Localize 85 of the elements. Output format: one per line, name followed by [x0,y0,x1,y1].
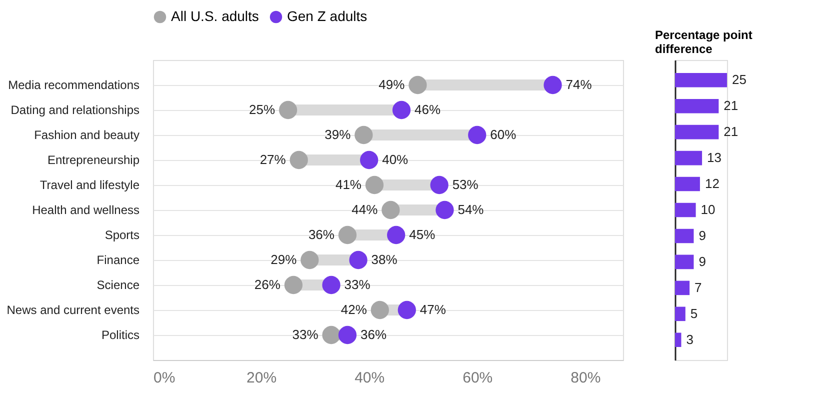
data-label: 29% [270,252,298,267]
data-label: 46% [414,102,441,117]
data-label: 33% [344,277,371,292]
data-label: 36% [360,327,387,342]
y-tick-label: Media recommendations [8,78,140,92]
point [544,76,562,94]
x-tick-label: 40% [354,370,385,386]
y-tick-label: Science [96,278,140,292]
data-label: 21 [724,98,738,114]
point [284,276,303,294]
bar [675,228,694,244]
point [468,126,486,144]
bar [675,306,686,322]
y-tick-label: News and current events [6,303,140,317]
data-label: 40% [382,152,409,167]
data-label: 53% [452,177,479,192]
bar [675,72,727,88]
data-label: 25% [249,102,276,117]
point [365,176,384,194]
data-label: 74% [566,77,592,92]
point [430,176,448,194]
point [436,200,454,220]
data-label: 42% [340,302,368,317]
point [398,300,416,320]
y-tick-label: Fashion and beauty [34,128,140,142]
bar [675,150,702,166]
x-tick-label: 80% [570,370,601,386]
data-label: 47% [420,302,446,317]
data-label: 12 [704,176,720,192]
y-tick-label: Politics [101,328,140,342]
bar [675,202,696,218]
data-label: 45% [409,227,436,242]
point [392,100,411,120]
bar [675,280,690,296]
data-label: 49% [378,77,406,92]
point [360,150,378,170]
y-tick-label: Sports [104,228,140,242]
y-tick-label: Entrepreneurship [47,153,140,167]
point [382,200,400,220]
data-label: 26% [254,277,281,292]
y-tick-label: Travel and lifestyle [40,178,140,192]
data-label: 9 [698,254,706,269]
point [290,150,308,170]
x-tick-label: 60% [462,370,493,386]
data-label: 3 [686,332,694,347]
point [338,226,357,244]
data-label: 13 [707,150,722,166]
y-tick-label: Dating and relationships [10,103,140,117]
y-tick-label: Health and wellness [32,203,140,217]
point [370,300,389,320]
legend-label: Gen Z adults [287,8,368,24]
data-label: 39% [324,127,352,142]
point [338,326,357,344]
x-tick-label: 20% [246,370,277,386]
y-tick-label: Finance [96,253,140,267]
data-label: 7 [694,280,702,295]
data-label: 27% [260,152,286,167]
point [300,250,319,270]
bar [675,176,700,192]
bar [675,98,719,114]
bar [675,254,694,270]
data-label: 41% [335,177,362,192]
data-label: 10 [700,202,716,217]
point [354,126,373,144]
point [387,226,406,244]
chart-title: Percentage point difference [655,28,752,56]
point [349,250,368,270]
data-label: 44% [352,202,378,217]
data-label: 9 [698,228,706,243]
data-label: 25 [732,72,746,88]
data-label: 38% [371,252,398,267]
bar [675,332,682,348]
data-label: 5 [690,306,698,321]
point [408,76,427,94]
data-label: 54% [458,202,484,217]
data-label: 36% [308,227,335,242]
point [278,100,298,120]
data-label: 60% [490,127,517,142]
point [322,326,340,344]
point [322,276,340,294]
data-label: 21 [724,124,738,140]
data-label: 33% [292,327,319,342]
legend-label: All U.S. adults [171,8,259,24]
bar [675,124,719,140]
x-tick-label: 0% [154,370,176,386]
